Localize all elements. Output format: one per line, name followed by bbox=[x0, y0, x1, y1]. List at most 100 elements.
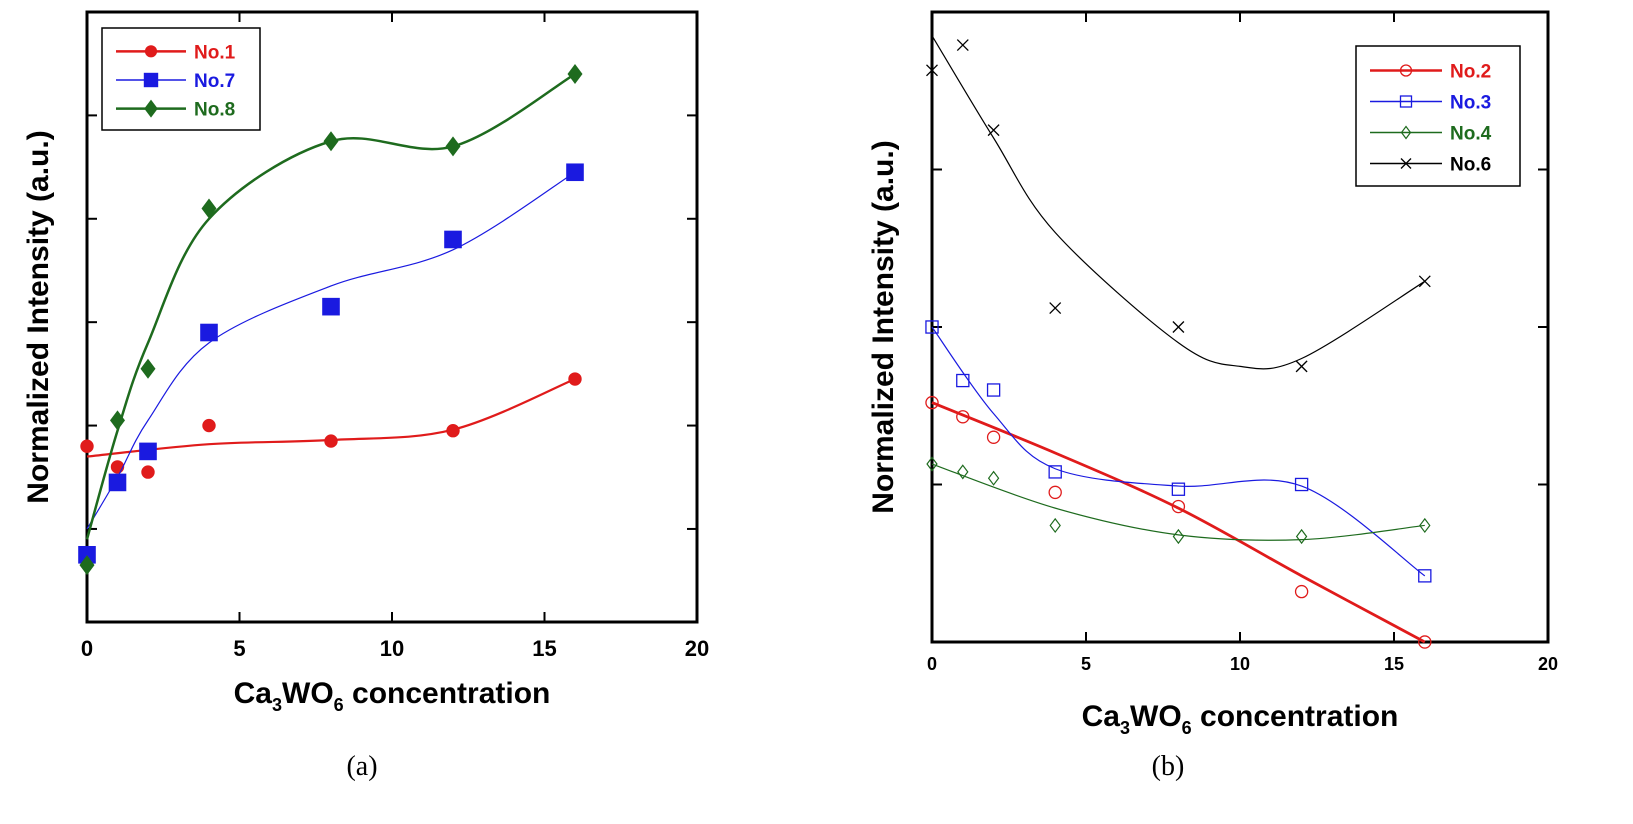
fit-curve bbox=[931, 35, 1426, 370]
legend-frame bbox=[1355, 45, 1521, 187]
y-axis-title: Normalized Intensity (a.u.) bbox=[22, 130, 55, 503]
data-point bbox=[567, 64, 583, 85]
legend-label: No.8 bbox=[194, 100, 235, 121]
series-no3 bbox=[925, 320, 1432, 583]
x-axis-title-subscript: 6 bbox=[334, 695, 344, 715]
legend-marker bbox=[144, 45, 158, 58]
x-marker-stroke bbox=[1295, 360, 1308, 373]
data-point bbox=[926, 64, 938, 77]
x-tick-label: 20 bbox=[685, 636, 709, 661]
data-point bbox=[1048, 485, 1062, 500]
series-no6 bbox=[926, 35, 1431, 373]
legend: No.2 No.3 No.4 No.6 bbox=[1355, 45, 1521, 187]
x-tick-label: 0 bbox=[81, 636, 93, 661]
data-point bbox=[986, 430, 1001, 444]
data-point bbox=[1048, 465, 1062, 479]
x-axis-title-part: Ca bbox=[1082, 700, 1121, 733]
data-point bbox=[110, 410, 125, 431]
data-point bbox=[1294, 477, 1309, 492]
data-point bbox=[1049, 517, 1061, 534]
data-point bbox=[956, 39, 969, 52]
series-no7 bbox=[78, 163, 584, 564]
data-point bbox=[1171, 499, 1186, 514]
data-point bbox=[987, 470, 1000, 486]
x-tick-label: 20 bbox=[1538, 654, 1558, 674]
data-point bbox=[323, 131, 339, 152]
data-point bbox=[110, 460, 125, 474]
x-axis-title-subscript: 6 bbox=[1182, 718, 1192, 738]
chart-panel-a: 0 5 10 15 20 Ca3WO6 concentration Normalized I… bbox=[22, 10, 709, 782]
legend-label: No.6 bbox=[1450, 155, 1491, 176]
data-point bbox=[200, 323, 218, 342]
data-point bbox=[926, 456, 938, 472]
x-axis-title: Ca3WO6 concentration bbox=[234, 677, 551, 715]
data-point bbox=[956, 410, 970, 424]
legend-label: No.1 bbox=[194, 42, 236, 63]
legend-marker bbox=[1399, 95, 1413, 108]
x-axis-title-part: Ca bbox=[234, 677, 273, 710]
series-no8 bbox=[79, 64, 583, 576]
x-axis-title: Ca3WO6 concentration bbox=[1082, 700, 1399, 738]
data-point bbox=[956, 373, 970, 388]
data-point bbox=[1419, 517, 1431, 534]
x-axis-title-part: WO bbox=[282, 677, 334, 710]
data-point bbox=[78, 545, 96, 564]
x-tick-label: 15 bbox=[1384, 654, 1404, 674]
fit-curve bbox=[86, 171, 576, 530]
data-point bbox=[925, 395, 939, 410]
data-point bbox=[1049, 302, 1062, 315]
x-marker-stroke bbox=[926, 64, 938, 77]
data-point bbox=[202, 418, 216, 433]
x-tick-label: 10 bbox=[1230, 654, 1250, 674]
x-marker-stroke bbox=[956, 39, 969, 52]
data-point bbox=[80, 439, 94, 453]
legend-marker bbox=[144, 99, 158, 118]
data-point bbox=[1295, 528, 1308, 545]
legend-label: No.7 bbox=[194, 71, 235, 92]
data-point bbox=[141, 465, 155, 479]
data-point bbox=[108, 473, 127, 492]
x-marker-stroke bbox=[1049, 302, 1062, 315]
chart-panel-b: 0 5 10 15 20 Ca3WO6 concentration Normalized I… bbox=[867, 10, 1558, 782]
data-point bbox=[1418, 635, 1432, 649]
legend-marker bbox=[1400, 125, 1412, 140]
legend-label: No.3 bbox=[1450, 93, 1491, 114]
data-point bbox=[1418, 569, 1432, 583]
x-axis-title-subscript: 3 bbox=[1120, 718, 1130, 738]
legend: No.1 No.7 No.8 bbox=[101, 27, 261, 131]
data-point bbox=[79, 555, 95, 576]
data-point bbox=[925, 320, 939, 334]
x-tick-label: 10 bbox=[380, 636, 404, 661]
data-point bbox=[566, 163, 584, 182]
data-point bbox=[957, 464, 969, 480]
data-point bbox=[568, 372, 582, 386]
data-point bbox=[1172, 528, 1185, 545]
data-point bbox=[1295, 360, 1308, 373]
legend-label: No.4 bbox=[1450, 124, 1492, 145]
series-no2 bbox=[925, 395, 1432, 649]
data-point bbox=[1172, 321, 1185, 333]
x-tick-label: 5 bbox=[1081, 654, 1091, 674]
data-point bbox=[140, 358, 156, 379]
legend-label: No.2 bbox=[1450, 62, 1491, 83]
x-axis-title-subscript: 3 bbox=[272, 695, 282, 715]
legend-marker bbox=[1399, 64, 1413, 77]
x-axis-title-part: WO bbox=[1130, 700, 1182, 733]
panel-caption: (b) bbox=[1152, 751, 1185, 782]
legend-marker bbox=[143, 72, 159, 88]
x-tick-label: 0 bbox=[927, 654, 937, 674]
x-marker-stroke bbox=[1400, 158, 1412, 169]
legend-frame bbox=[101, 27, 261, 131]
data-point bbox=[1418, 275, 1431, 288]
data-point bbox=[446, 424, 460, 438]
data-point bbox=[444, 230, 462, 249]
fit-curve bbox=[931, 401, 1426, 644]
data-point bbox=[322, 297, 340, 316]
series-no4 bbox=[926, 456, 1431, 545]
y-axis-title: Normalized Intensity (a.u.) bbox=[867, 140, 900, 513]
x-axis-title-part: concentration bbox=[1192, 700, 1399, 733]
data-point bbox=[986, 383, 1001, 397]
panel-caption: (a) bbox=[346, 751, 377, 782]
x-marker-stroke bbox=[1418, 275, 1431, 288]
